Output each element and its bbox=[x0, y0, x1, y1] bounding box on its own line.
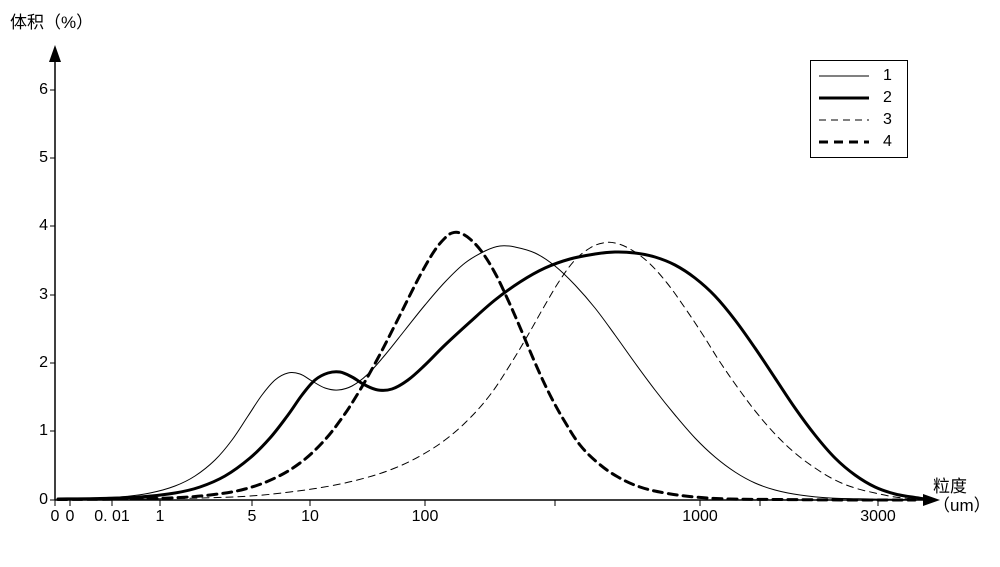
legend-label: 2 bbox=[883, 89, 899, 107]
x-tick-label: 0. 01 bbox=[94, 508, 130, 526]
legend-row: 2 bbox=[819, 87, 899, 109]
legend-swatch-3 bbox=[819, 110, 869, 130]
y-tick-label: 3 bbox=[18, 286, 48, 304]
legend-label: 4 bbox=[883, 133, 899, 151]
x-tick-label: 5 bbox=[248, 508, 257, 526]
x-tick-label: 3000 bbox=[860, 508, 896, 526]
legend-row: 3 bbox=[819, 109, 899, 131]
chart-container: 体积（%） 0 1 2 3 4 5 6 0 0 0. 01 1 5 10 100… bbox=[0, 0, 1000, 567]
legend-swatch-4 bbox=[819, 132, 869, 152]
y-tick-label: 5 bbox=[18, 149, 48, 167]
y-axis-arrow bbox=[49, 45, 61, 62]
x-axis-title: 粒度 bbox=[933, 478, 991, 497]
x-tick-label: 100 bbox=[412, 508, 439, 526]
x-tick-label: 1000 bbox=[682, 508, 718, 526]
x-tick-label: 0 bbox=[66, 508, 75, 526]
x-axis-unit: （um） bbox=[933, 497, 991, 516]
curves-group bbox=[58, 232, 925, 500]
legend: 1 2 3 4 bbox=[810, 60, 908, 158]
y-axis-title: 体积（%） bbox=[10, 8, 93, 33]
y-tick-label: 6 bbox=[18, 81, 48, 99]
series-2 bbox=[58, 252, 925, 499]
y-tick-label: 1 bbox=[18, 422, 48, 440]
legend-row: 4 bbox=[819, 131, 899, 153]
x-tick-label: 1 bbox=[156, 508, 165, 526]
series-4 bbox=[58, 232, 915, 500]
legend-row: 1 bbox=[819, 65, 899, 87]
legend-label: 3 bbox=[883, 111, 899, 129]
legend-label: 1 bbox=[883, 67, 899, 85]
x-tick-label: 10 bbox=[301, 508, 319, 526]
y-tick-label: 4 bbox=[18, 217, 48, 235]
x-ticks bbox=[55, 500, 878, 506]
legend-swatch-2 bbox=[819, 88, 869, 108]
axes bbox=[49, 45, 940, 506]
x-tick-label: 0 bbox=[51, 508, 60, 526]
legend-swatch-1 bbox=[819, 66, 869, 86]
series-3 bbox=[58, 242, 915, 499]
series-1 bbox=[58, 246, 910, 500]
y-tick-label: 0 bbox=[18, 491, 48, 509]
y-tick-label: 2 bbox=[18, 354, 48, 372]
